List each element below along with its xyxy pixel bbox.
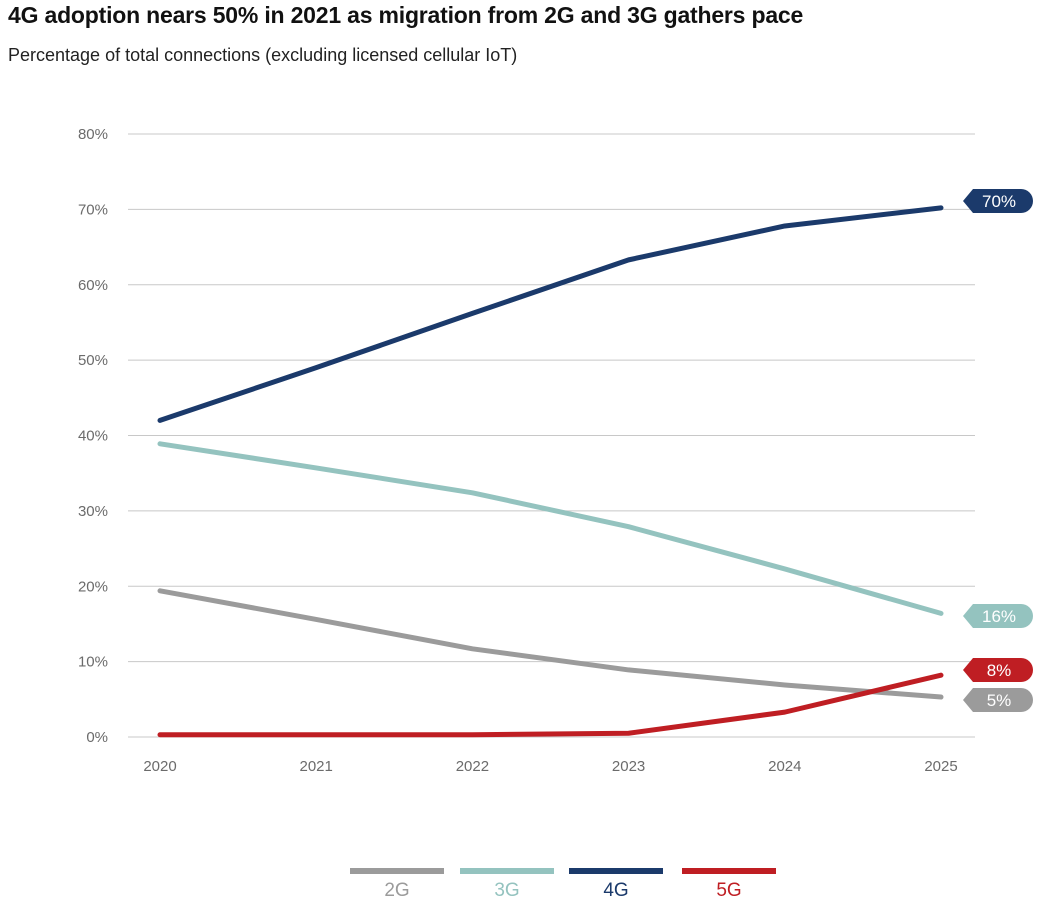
end-label-4g: 70%: [963, 189, 1033, 213]
gridlines: [128, 133, 975, 738]
end-labels: 5% 16% 70% 8%: [963, 189, 1033, 712]
legend-swatch: [569, 868, 663, 874]
end-label-text: 5%: [987, 691, 1012, 710]
y-tick-label: 60%: [78, 277, 108, 294]
x-tick-label: 2023: [612, 758, 645, 775]
end-label-text: 70%: [982, 192, 1016, 211]
legend-swatch: [460, 868, 554, 874]
chart-title: 4G adoption nears 50% in 2021 as migrati…: [8, 2, 804, 28]
legend-label: 5G: [716, 880, 742, 901]
line-chart: 0%10%20%30%40%50%60%70%80% 2020 2021 2022 2…: [78, 126, 1033, 775]
legend-item-4g: 4G: [569, 868, 663, 902]
y-tick-label: 0%: [86, 729, 108, 746]
x-tick-label: 2024: [768, 758, 801, 775]
y-tick-label: 40%: [78, 428, 108, 445]
y-tick-label: 10%: [78, 654, 108, 671]
x-axis-ticks: 2020 2021 2022 2023 2024 2025: [143, 758, 957, 775]
legend-label: 3G: [494, 880, 520, 901]
end-label-3g: 16%: [963, 604, 1033, 628]
x-tick-label: 2020: [143, 758, 176, 775]
end-label-badge: [963, 658, 1033, 682]
end-label-2g: 5%: [963, 688, 1033, 712]
x-tick-label: 2021: [300, 758, 333, 775]
end-label-text: 8%: [987, 661, 1012, 680]
legend-item-3g: 3G: [460, 868, 554, 902]
chart-subtitle: Percentage of total connections (excludi…: [8, 45, 518, 65]
y-tick-label: 80%: [78, 126, 108, 143]
y-axis-ticks: 0% 10% 20% 30% 40% 50% 60% 70% 80%: [78, 126, 108, 746]
end-label-5g: 8%: [963, 658, 1033, 682]
series-lines: [157, 205, 944, 738]
y-tick-label: 70%: [78, 201, 108, 218]
end-label-badge: [963, 688, 1033, 712]
legend-item-2g: 2G: [350, 868, 444, 902]
series-line-2g: [157, 588, 944, 700]
end-label-badge: [963, 189, 1033, 213]
x-tick-label: 2025: [924, 758, 957, 775]
y-tick-label: 50%: [78, 352, 108, 369]
legend-label: 2G: [384, 880, 410, 901]
y-tick-label: 20%: [78, 578, 108, 595]
legend-item-5g: 5G: [682, 868, 776, 902]
series-line-3g: [157, 441, 944, 616]
legend-label: 4G: [603, 880, 629, 901]
series-line-4g: [157, 205, 944, 423]
y-tick-label: 30%: [78, 503, 108, 520]
series-line-5g: [157, 672, 944, 738]
legend-swatch: [350, 868, 444, 874]
legend-swatch: [682, 868, 776, 874]
end-label-badge: [963, 604, 1033, 628]
end-label-text: 16%: [982, 607, 1016, 626]
x-tick-label: 2022: [456, 758, 489, 775]
